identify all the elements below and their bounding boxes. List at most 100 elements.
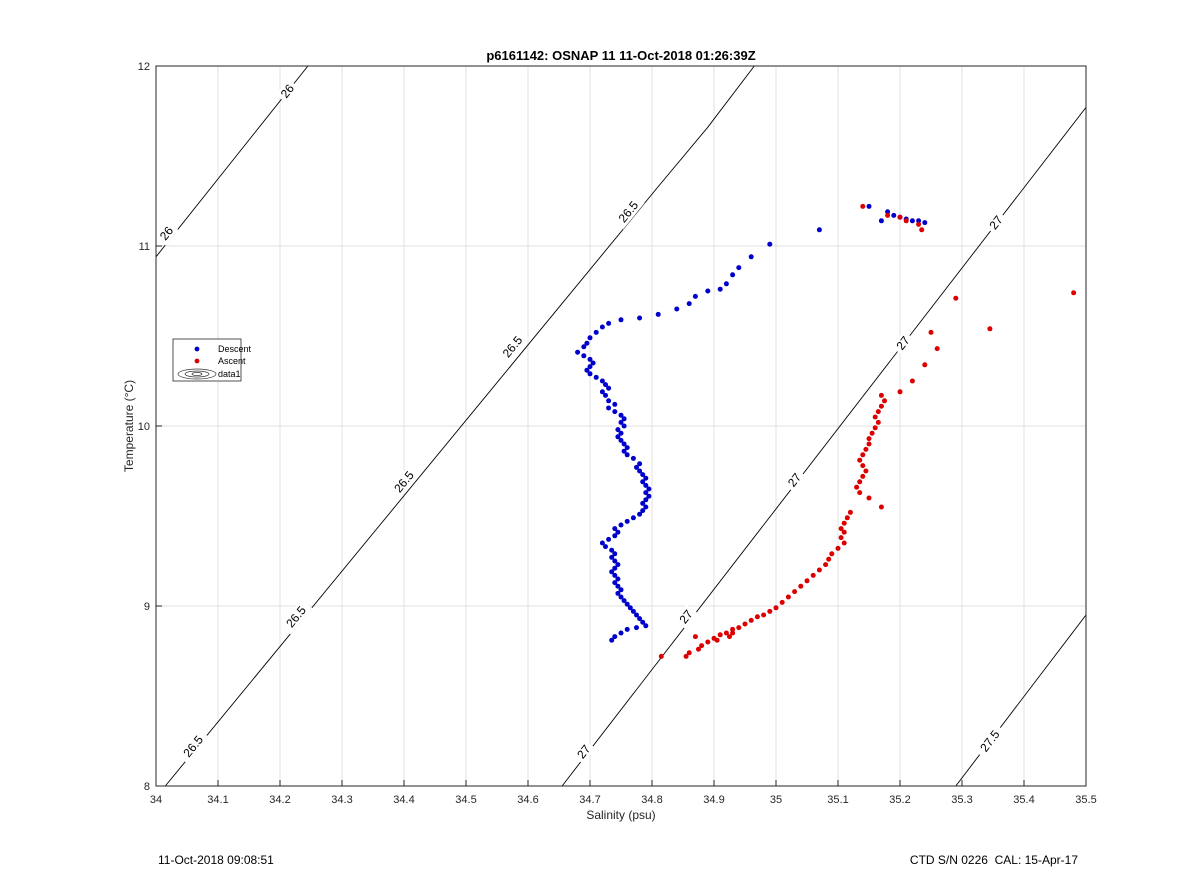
descent-point xyxy=(618,522,624,528)
chart-title: p6161142: OSNAP 11 11-Oct-2018 01:26:39Z xyxy=(486,48,755,63)
ascent-point xyxy=(838,535,844,541)
descent-point xyxy=(584,340,590,346)
descent-point xyxy=(643,475,649,481)
legend-data1-label: data1 xyxy=(218,369,241,379)
ascent-point xyxy=(699,643,705,649)
descent-point xyxy=(624,626,630,632)
descent-point xyxy=(640,479,646,485)
ascent-point xyxy=(866,436,872,442)
descent-point xyxy=(866,203,872,209)
footer-instrument: CTD S/N 0226 CAL: 15-Apr-17 xyxy=(909,853,1078,867)
descent-point xyxy=(634,464,639,470)
y-tick-label: 8 xyxy=(144,781,150,793)
ascent-series xyxy=(658,203,1077,659)
ascent-point xyxy=(658,653,664,659)
descent-point xyxy=(590,360,596,366)
ascent-point xyxy=(714,637,720,643)
contour-label-background xyxy=(275,78,300,104)
ascent-point xyxy=(857,479,863,485)
ascent-point xyxy=(922,362,928,368)
ascent-point xyxy=(730,630,736,636)
descent-point xyxy=(612,409,618,415)
ascent-point xyxy=(829,551,835,557)
x-tick-label: 35.2 xyxy=(889,794,910,806)
ascent-point xyxy=(686,650,692,656)
ascent-point xyxy=(878,392,884,398)
descent-point xyxy=(587,335,593,341)
descent-point xyxy=(621,416,627,422)
descent-point xyxy=(606,320,612,326)
descent-point xyxy=(615,562,621,568)
x-tick-label: 34.5 xyxy=(455,794,476,806)
contour-icon xyxy=(177,368,217,380)
ascent-point xyxy=(928,329,934,335)
descent-point xyxy=(723,281,729,287)
descent-point xyxy=(692,293,698,299)
descent-point xyxy=(575,349,581,355)
descent-point xyxy=(643,490,649,496)
ascent-point xyxy=(736,625,742,631)
x-tick-label: 34.3 xyxy=(331,794,352,806)
descent-point xyxy=(624,445,630,451)
descent-point xyxy=(587,371,593,377)
legend: Descent Ascent data1 xyxy=(172,338,252,382)
ascent-point xyxy=(754,614,760,620)
descent-point xyxy=(630,608,636,614)
ascent-point xyxy=(761,612,767,618)
contour-line xyxy=(955,614,1087,787)
descent-point xyxy=(878,218,884,224)
descent-point xyxy=(618,412,624,418)
ascent-point xyxy=(767,608,773,614)
x-tick-label: 34.7 xyxy=(579,794,600,806)
descent-point xyxy=(609,637,615,643)
descent-point xyxy=(624,601,630,607)
descent-point xyxy=(643,623,649,629)
descent-point xyxy=(618,437,624,443)
ascent-point xyxy=(854,484,860,490)
descent-point xyxy=(603,382,608,388)
ascent-point xyxy=(742,621,748,627)
ascent-point xyxy=(860,463,866,469)
descent-point xyxy=(655,311,661,317)
descent-point xyxy=(891,212,897,218)
ascent-point xyxy=(875,419,881,425)
descent-point xyxy=(615,583,621,589)
descent-point xyxy=(624,452,630,458)
contour-label-background xyxy=(154,221,179,246)
descent-point xyxy=(612,526,618,532)
descent-point xyxy=(587,356,593,362)
ascent-point xyxy=(841,520,847,526)
legend-ascent-marker xyxy=(194,358,200,364)
ascent-point xyxy=(916,221,922,227)
contour-label-background xyxy=(974,723,1006,759)
descent-point xyxy=(609,554,615,560)
ascent-point xyxy=(717,632,723,638)
ascent-point xyxy=(909,378,915,384)
ascent-point xyxy=(692,634,698,640)
descent-point xyxy=(618,419,624,425)
legend-ascent-label: Ascent xyxy=(218,356,246,366)
ascent-point xyxy=(987,326,993,332)
descent-point xyxy=(637,511,643,517)
descent-point xyxy=(612,533,618,539)
ascent-point xyxy=(792,589,798,595)
ascent-point xyxy=(816,567,822,573)
ascent-point xyxy=(779,599,785,605)
x-tick-label: 35.5 xyxy=(1075,794,1096,806)
descent-point xyxy=(705,288,711,294)
descent-point xyxy=(674,306,680,312)
x-tick-label: 35 xyxy=(770,794,782,806)
descent-point xyxy=(615,590,621,596)
descent-point xyxy=(606,385,612,391)
ascent-point xyxy=(847,509,853,515)
descent-point xyxy=(612,551,618,557)
descent-point xyxy=(637,461,643,467)
ascent-point xyxy=(860,473,866,479)
descent-point xyxy=(637,315,643,321)
descent-point xyxy=(630,455,636,461)
x-tick-label: 34.8 xyxy=(641,794,662,806)
descent-point xyxy=(646,486,652,492)
descent-point xyxy=(621,423,627,429)
ascent-point xyxy=(705,639,711,645)
